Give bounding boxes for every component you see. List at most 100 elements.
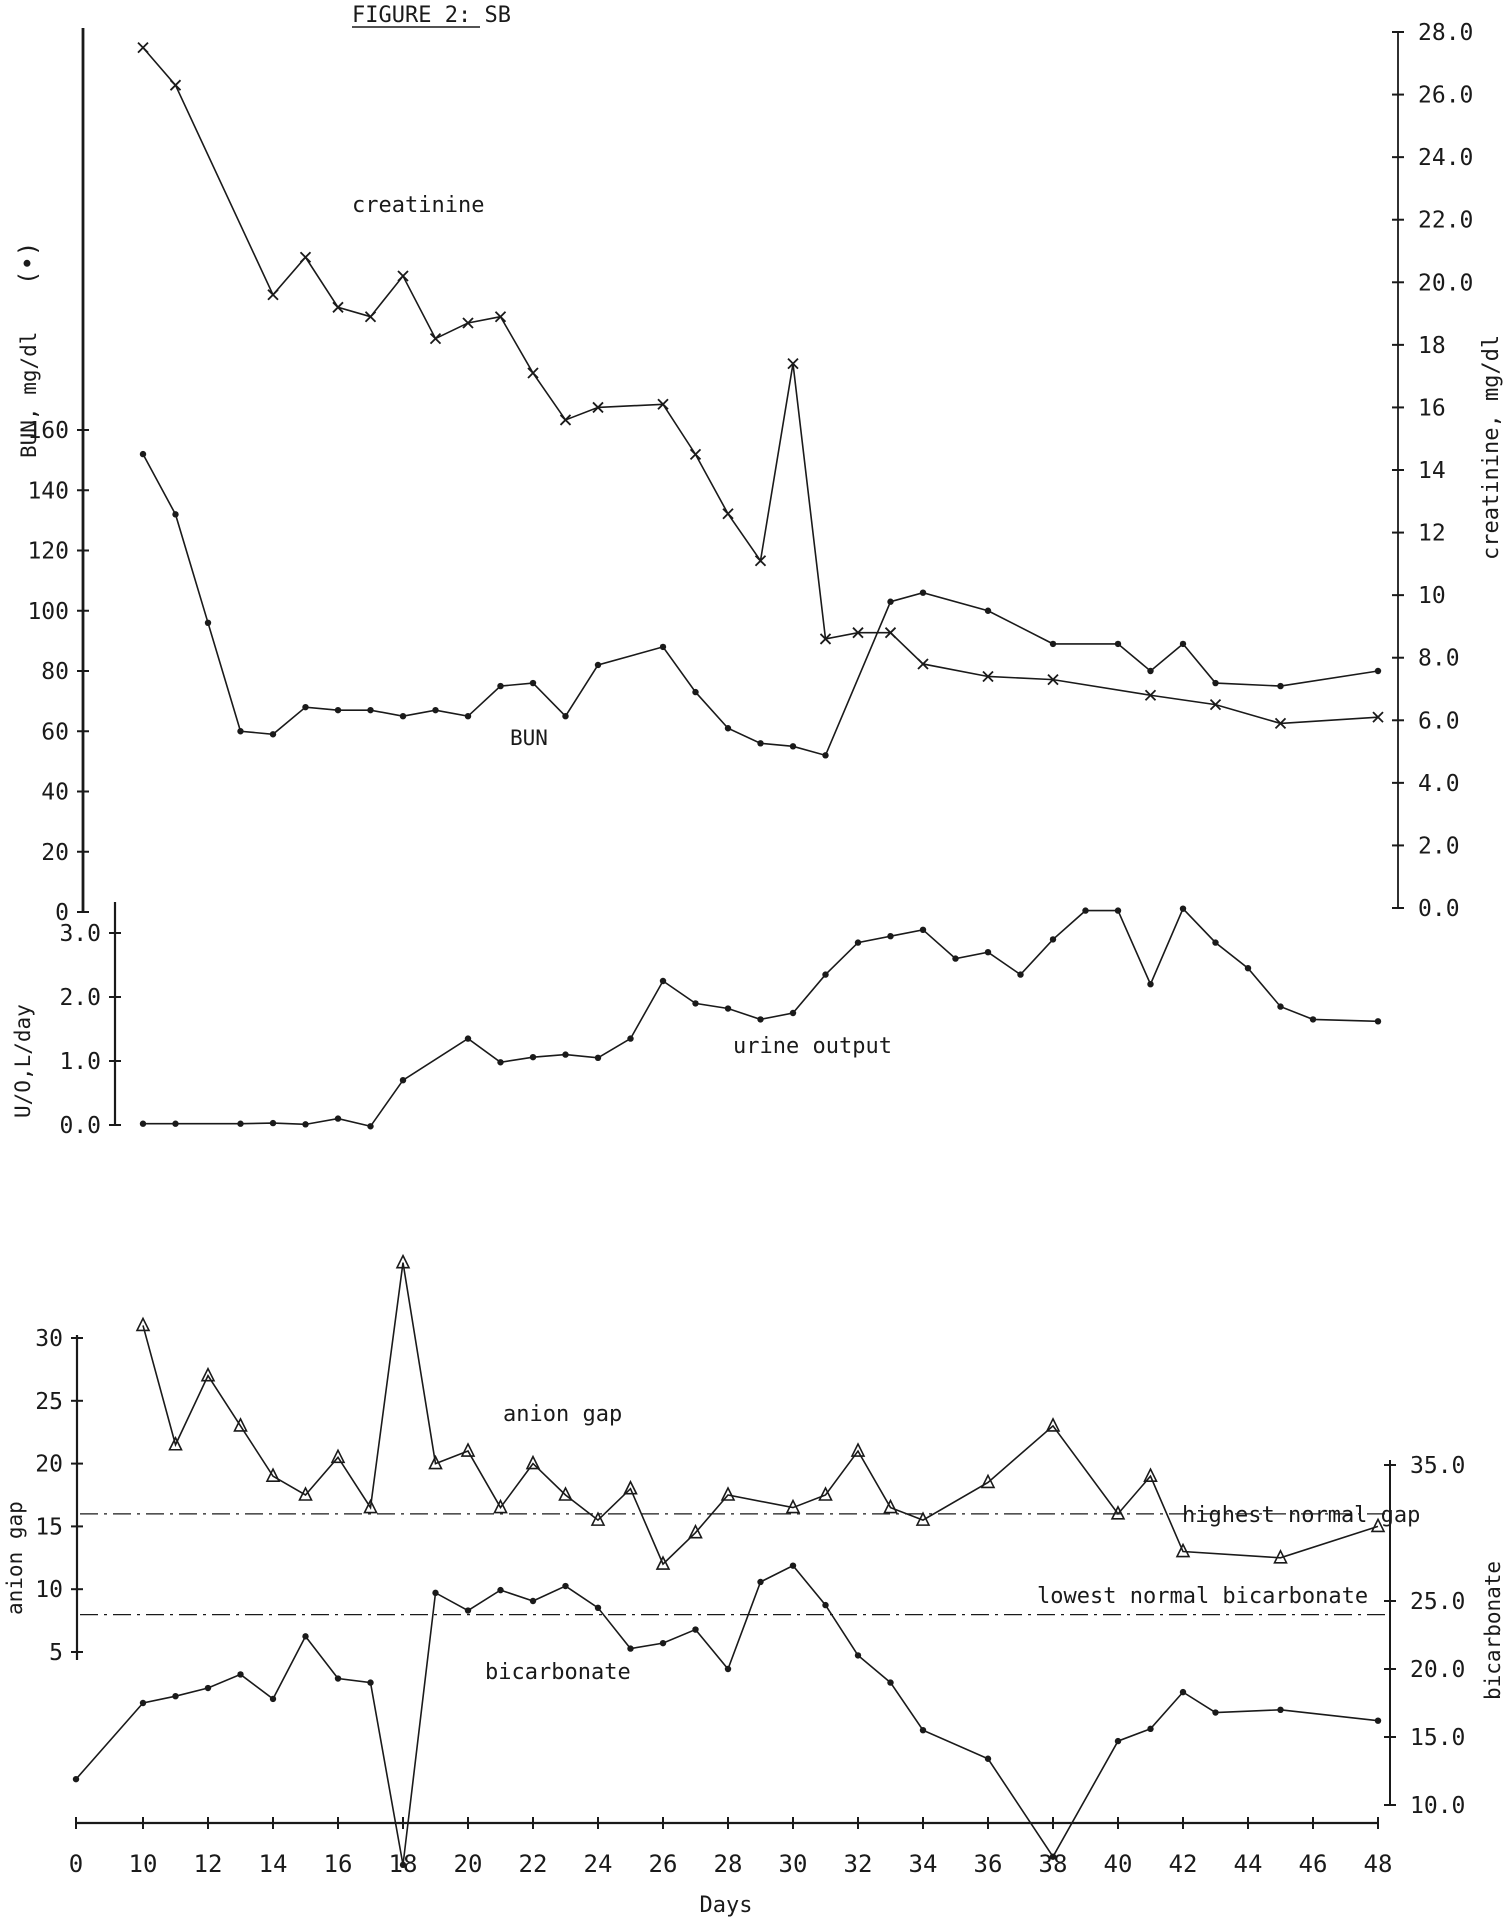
x-tick-label-36: 36 <box>974 1850 1003 1878</box>
bun-point-20 <box>464 712 472 720</box>
chart-title: FIGURE 2: SB <box>352 3 511 28</box>
bun-point-24 <box>594 661 602 669</box>
urine-output-point-14 <box>269 1119 277 1127</box>
creatinine-point-41 <box>1144 689 1157 701</box>
x-tick-label-20: 20 <box>454 1850 483 1878</box>
bun-point-12 <box>204 619 212 626</box>
bun-tick-label-140: 140 <box>27 478 69 504</box>
creatinine-tick-label-24-0: 24.0 <box>1418 145 1473 171</box>
x-axis-ticks: 0 10 12 14 16 18 20 22 24 26 28 30 32 34 36 38 40 42 44 46 4… <box>69 1817 1392 1878</box>
x-tick-label-28: 28 <box>714 1850 743 1878</box>
urine-output-point-18 <box>399 1077 407 1084</box>
creatinine-tick-label-8-0: 8.0 <box>1418 646 1460 672</box>
anion-gap-point-34 <box>915 1511 931 1526</box>
x-tick-label-26: 26 <box>649 1850 678 1878</box>
anion-gap-point-41 <box>1143 1467 1158 1482</box>
creatinine-tick-label-10: 10 <box>1418 583 1446 609</box>
reference-label-highest-normal-gap: highest normal gap <box>1182 1503 1420 1528</box>
bicarbonate-tick-label-15-0: 15.0 <box>1410 1725 1465 1751</box>
creatinine-point-21 <box>494 311 507 323</box>
creatinine-tick-label-28-0: 28.0 <box>1418 20 1473 46</box>
urine-output-point-43 <box>1212 939 1219 946</box>
anion-gap-point-28 <box>720 1486 736 1501</box>
bicarbonate-point-24 <box>594 1604 602 1612</box>
bicarbonate-point-21 <box>497 1586 504 1594</box>
urine-output-point-26 <box>659 977 667 985</box>
bun-tick-label-0: 0 <box>55 900 69 926</box>
bicarbonate-point-42 <box>1179 1688 1187 1696</box>
bun-point-10 <box>139 450 147 458</box>
creatinine-point-18 <box>397 270 409 282</box>
anion-gap-point-20 <box>460 1442 476 1457</box>
anion-gap-point-26 <box>655 1555 671 1570</box>
bun-point-28 <box>724 725 732 732</box>
bun-point-45 <box>1277 682 1284 690</box>
anion-gap-point-36 <box>980 1473 996 1489</box>
urine-output-point-22 <box>529 1053 537 1061</box>
anion-gap-line <box>142 1262 1379 1566</box>
bicarbonate-point-29 <box>757 1578 764 1586</box>
x-tick-label-10: 10 <box>129 1850 158 1878</box>
urine-tick-label-2-0: 2.0 <box>59 985 101 1011</box>
reference-lines <box>80 1513 1385 1616</box>
anion-gap-point-16 <box>330 1448 346 1464</box>
bicarbonate-point-11 <box>172 1693 179 1700</box>
bicarbonate-point-10 <box>139 1699 147 1707</box>
creatinine-line <box>142 47 1379 725</box>
bun-point-22 <box>529 679 537 687</box>
annotation-anion-gap: anion gap <box>503 1402 622 1427</box>
urine-output-point-34 <box>919 926 927 933</box>
urine-output-point-32 <box>854 939 862 946</box>
x-tick-label-12: 12 <box>194 1850 223 1878</box>
urine-output-point-36 <box>984 949 992 956</box>
bun-tick-label-60: 60 <box>41 719 69 745</box>
bicarbonate-tick-label-25-0: 25.0 <box>1410 1589 1465 1615</box>
bicarbonate-point-33 <box>887 1679 894 1686</box>
bun-point-31 <box>822 752 829 759</box>
bun-point-33 <box>887 598 894 605</box>
bicarbonate-axis-label: bicarbonate <box>1481 1561 1505 1700</box>
creatinine-point-14 <box>267 289 279 301</box>
bicarbonate-point-18 <box>399 1861 407 1869</box>
urine-output-point-45 <box>1277 1003 1284 1010</box>
anion-gap-point-21 <box>493 1498 508 1514</box>
bun-point-13 <box>237 728 244 735</box>
anion-gap-point-38 <box>1045 1417 1061 1432</box>
anion-gap-point-14 <box>265 1467 281 1482</box>
urine-output-point-28 <box>724 1005 732 1012</box>
urine-tick-label-1-0: 1.0 <box>59 1049 101 1075</box>
bun-point-36 <box>984 607 992 614</box>
anion-gap-point-17 <box>363 1498 378 1514</box>
urine-output-point-46 <box>1309 1016 1317 1023</box>
creatinine-point-32 <box>852 627 864 639</box>
bun-point-41 <box>1147 667 1154 675</box>
bicarbonate-point-16 <box>334 1675 342 1682</box>
bun-tick-label-40: 40 <box>41 780 69 806</box>
creatinine-point-26 <box>657 398 669 410</box>
creatinine-point-36 <box>982 670 994 683</box>
urine-output-point-33 <box>887 933 894 940</box>
creatinine-point-43 <box>1209 699 1222 711</box>
x-tick-label-18: 18 <box>389 1850 418 1878</box>
creatinine-tick-label-0-0: 0.0 <box>1418 896 1460 922</box>
bicarbonate-point-30 <box>789 1562 797 1569</box>
anion-gap-point-18 <box>395 1253 411 1269</box>
bun-point-21 <box>497 682 504 690</box>
x-tick-label-16: 16 <box>324 1850 353 1878</box>
bicarbonate-point-25 <box>627 1645 634 1652</box>
urine-output-point-11 <box>172 1120 179 1127</box>
creatinine-axis-label: creatinine, mg/dl <box>1479 335 1504 560</box>
anion-gap-point-19 <box>428 1454 443 1470</box>
anion-gap-point-42 <box>1175 1542 1191 1558</box>
anion-gap-tick-label-20: 20 <box>35 1452 63 1478</box>
bun-point-15 <box>302 703 309 711</box>
bicarbonate-point-0 <box>72 1775 80 1783</box>
acid-base-panel: 5 10 15 20 25 30 10.0 15.0 20.0 25.0 35.0 anion g… <box>3 1253 1505 1869</box>
urine-output-point-48 <box>1374 1018 1382 1025</box>
creatinine-tick-label-14: 14 <box>1418 458 1446 484</box>
anion-gap-axis-ticks: 5 10 15 20 25 30 <box>35 1326 83 1666</box>
bicarbonate-point-27 <box>692 1626 699 1633</box>
creatinine-tick-label-16: 16 <box>1418 395 1446 421</box>
bicarbonate-tick-label-10-0: 10.0 <box>1410 1793 1465 1819</box>
